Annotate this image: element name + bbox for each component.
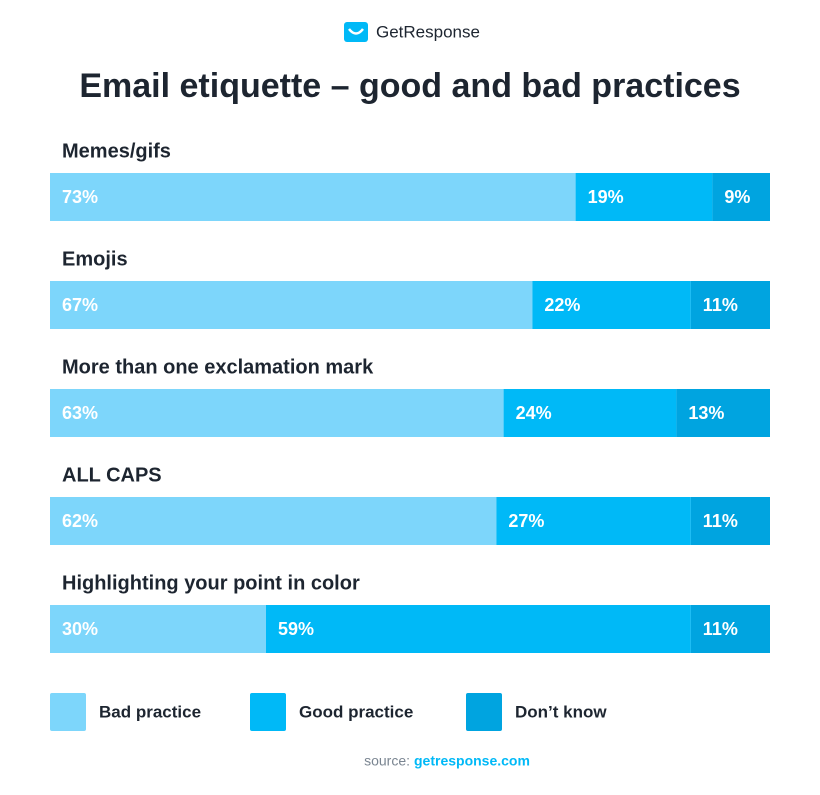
- bar-segment: [690, 605, 770, 653]
- category-label: Emojis: [62, 248, 128, 270]
- legend-label: Bad practice: [99, 702, 201, 721]
- category-label: Memes/gifs: [62, 140, 171, 162]
- legend-swatch: [250, 693, 286, 731]
- logo-text: GetResponse: [376, 22, 480, 41]
- bar-segment: [50, 281, 533, 329]
- value-label: 62%: [62, 511, 98, 531]
- source-link[interactable]: getresponse.com: [414, 753, 530, 769]
- legend-swatch: [50, 693, 86, 731]
- logo: GetResponse: [344, 22, 480, 42]
- legend-label: Don’t know: [515, 702, 607, 721]
- bar-segment: [496, 497, 691, 545]
- bar-segment: [266, 605, 691, 653]
- value-label: 11%: [703, 295, 738, 315]
- bar-segment: [50, 389, 504, 437]
- logo-icon: [344, 22, 368, 42]
- bar-segment: [50, 173, 576, 221]
- legend-label: Good practice: [299, 702, 413, 721]
- value-label: 9%: [724, 187, 750, 207]
- chart-title: Email etiquette – good and bad practices: [79, 67, 740, 105]
- value-label: 22%: [544, 295, 580, 315]
- category-label: Highlighting your point in color: [62, 572, 360, 594]
- value-label: 30%: [62, 619, 98, 639]
- bar-segment: [712, 173, 770, 221]
- source-prefix: source:: [364, 753, 410, 769]
- legend-swatch: [466, 693, 502, 731]
- bar-segment: [50, 497, 497, 545]
- value-label: 63%: [62, 403, 98, 423]
- bar-segment: [575, 173, 713, 221]
- value-label: 11%: [703, 511, 738, 531]
- value-label: 73%: [62, 187, 98, 207]
- category-label: ALL CAPS: [62, 464, 162, 486]
- value-label: 19%: [588, 187, 624, 207]
- value-label: 67%: [62, 295, 98, 315]
- bar-segment: [50, 605, 266, 653]
- value-label: 11%: [703, 619, 738, 639]
- value-label: 59%: [278, 619, 314, 639]
- bar-segment: [690, 497, 770, 545]
- category-label: More than one exclamation mark: [62, 356, 374, 378]
- bar-segment: [503, 389, 677, 437]
- bar-segment: [690, 281, 770, 329]
- value-label: 13%: [688, 403, 724, 423]
- value-label: 27%: [508, 511, 544, 531]
- bars: [50, 173, 770, 653]
- bar-segment: [532, 281, 691, 329]
- bar-segment: [676, 389, 770, 437]
- value-label: 24%: [516, 403, 552, 423]
